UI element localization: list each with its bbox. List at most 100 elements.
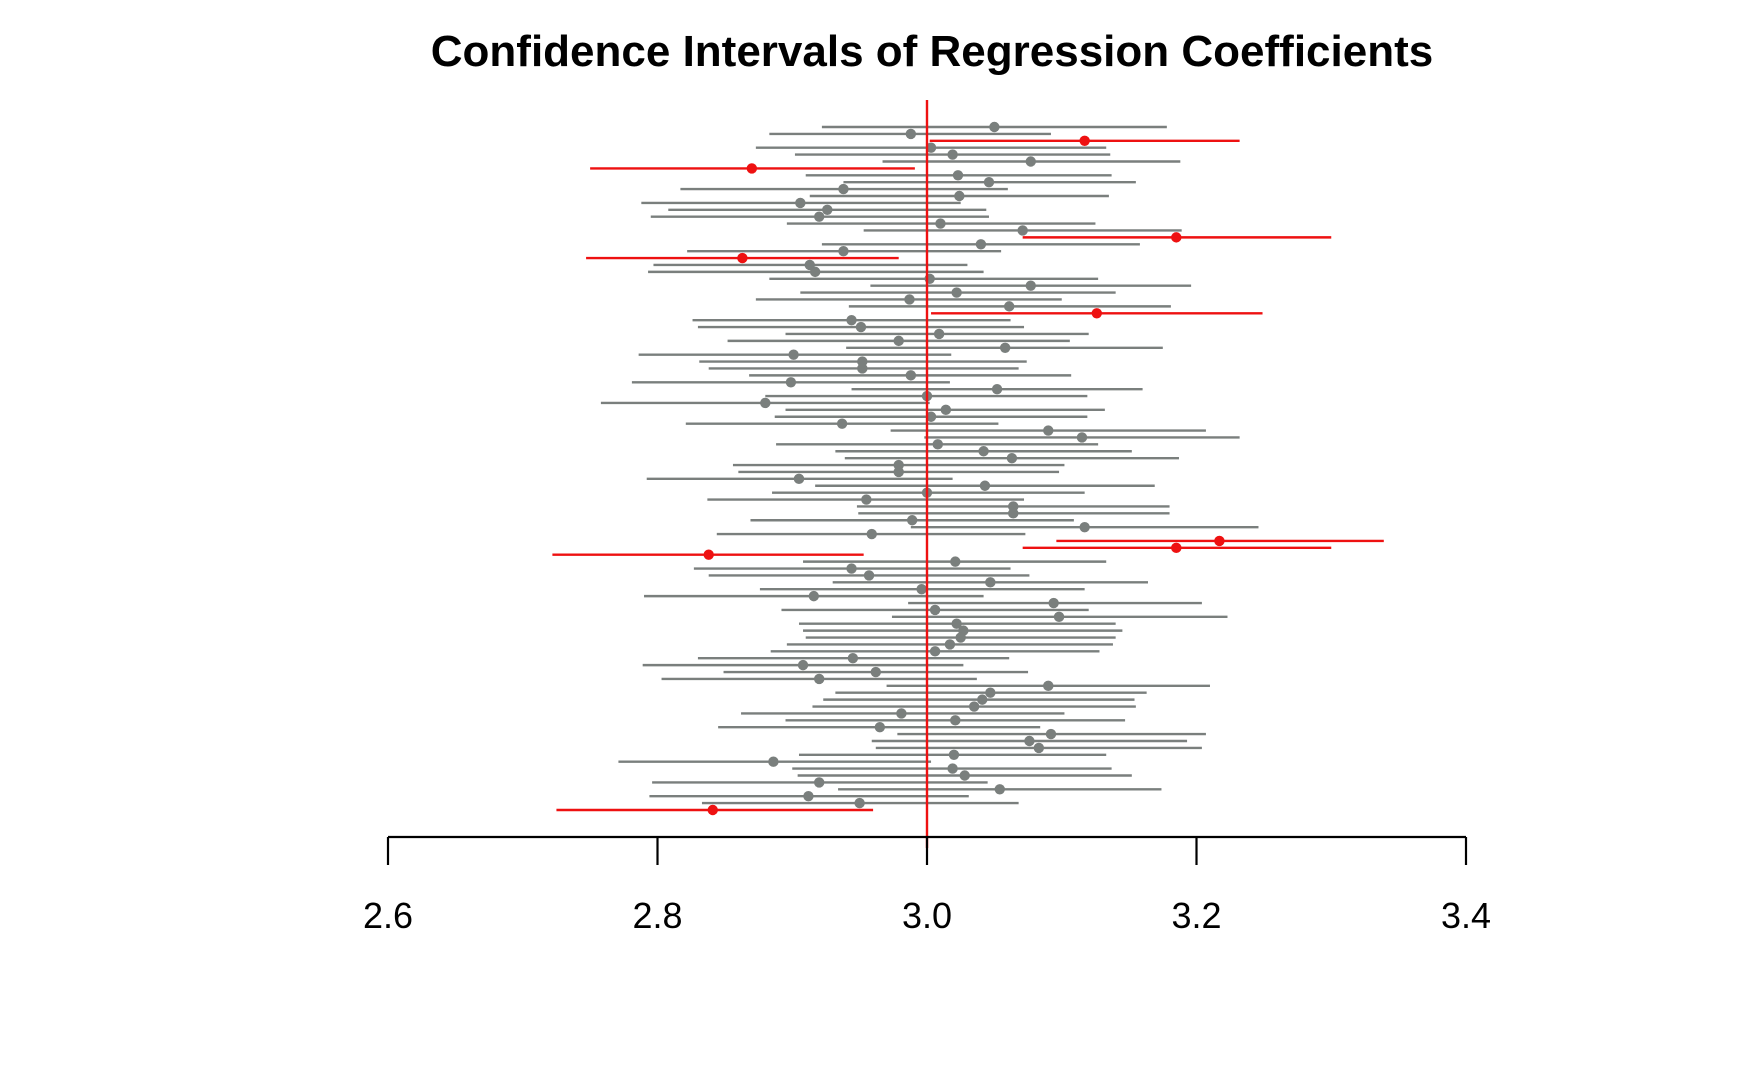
interval-97 xyxy=(838,784,1162,795)
point-estimate xyxy=(768,756,779,767)
x-tick-label: 3.2 xyxy=(1171,895,1221,936)
interval-3 xyxy=(929,135,1240,146)
x-axis: 2.6 2.8 3.0 3.2 3.4 xyxy=(363,835,1491,936)
point-estimate xyxy=(838,183,849,195)
point-estimate xyxy=(809,266,821,278)
point-estimate xyxy=(1033,742,1045,754)
interval-88 xyxy=(718,722,1041,733)
point-estimate xyxy=(947,763,958,774)
point-estimate xyxy=(999,342,1011,353)
point-estimate xyxy=(797,659,809,671)
interval-43 xyxy=(774,411,1088,422)
point-estimate xyxy=(1091,308,1102,319)
point-estimate xyxy=(846,563,857,574)
interval-71 xyxy=(781,604,1089,616)
interval-99 xyxy=(701,797,1019,809)
interval-94 xyxy=(792,763,1112,774)
point-estimate xyxy=(814,777,825,788)
point-estimate xyxy=(793,473,805,485)
point-estimate xyxy=(925,142,937,153)
interval-54 xyxy=(772,487,1085,498)
interval-28 xyxy=(931,308,1263,319)
interval-55 xyxy=(707,494,1025,505)
interval-5 xyxy=(794,149,1111,160)
interval-69 xyxy=(644,590,984,602)
point-estimate xyxy=(1025,280,1036,291)
point-estimate xyxy=(1003,301,1015,312)
interval-91 xyxy=(875,742,1202,754)
interval-16 xyxy=(863,225,1182,236)
point-estimate xyxy=(746,163,758,174)
point-estimate xyxy=(906,515,918,526)
point-estimate xyxy=(959,770,970,781)
point-estimate xyxy=(1053,611,1065,623)
intervals-group xyxy=(552,121,1384,816)
point-estimate xyxy=(808,590,820,602)
interval-87 xyxy=(785,715,1126,726)
interval-59 xyxy=(910,521,1259,533)
interval-92 xyxy=(798,749,1107,761)
interval-68 xyxy=(759,584,1085,595)
point-estimate xyxy=(760,397,771,409)
point-estimate xyxy=(1079,135,1090,146)
point-estimate xyxy=(1045,728,1057,740)
point-estimate xyxy=(870,666,881,678)
point-estimate xyxy=(847,653,859,664)
interval-70 xyxy=(908,597,1202,609)
point-estimate xyxy=(979,480,991,491)
point-estimate xyxy=(893,466,904,478)
point-estimate xyxy=(1076,432,1088,443)
interval-57 xyxy=(858,508,1170,519)
interval-20 xyxy=(586,252,899,264)
interval-89 xyxy=(897,728,1206,740)
point-estimate xyxy=(951,287,962,298)
point-estimate xyxy=(977,694,988,705)
point-estimate xyxy=(950,556,961,567)
interval-96 xyxy=(652,777,988,788)
interval-51 xyxy=(738,466,1060,478)
point-estimate xyxy=(861,494,872,505)
x-tick-label: 3.4 xyxy=(1441,895,1491,936)
interval-17 xyxy=(1022,232,1332,243)
interval-36 xyxy=(708,363,1019,374)
interval-26 xyxy=(755,294,1062,305)
point-estimate xyxy=(929,604,941,616)
point-estimate xyxy=(950,715,961,726)
point-estimate xyxy=(854,797,865,809)
interval-73 xyxy=(798,618,1116,629)
interval-21 xyxy=(653,259,968,271)
point-estimate xyxy=(1017,225,1028,236)
interval-79 xyxy=(642,659,964,671)
interval-90 xyxy=(871,735,1188,747)
point-estimate xyxy=(1043,425,1054,436)
interval-31 xyxy=(785,328,1089,340)
interval-12 xyxy=(641,197,961,209)
interval-53 xyxy=(815,480,1155,491)
point-estimate xyxy=(703,549,714,560)
point-estimate xyxy=(940,404,952,416)
point-estimate xyxy=(866,528,877,540)
interval-24 xyxy=(870,280,1192,291)
point-estimate xyxy=(978,446,989,457)
interval-83 xyxy=(835,687,1147,698)
interval-66 xyxy=(708,570,1030,581)
interval-7 xyxy=(590,163,915,174)
point-estimate xyxy=(1171,232,1182,243)
point-estimate xyxy=(954,190,965,202)
point-estimate xyxy=(803,791,814,802)
point-estimate xyxy=(785,377,797,388)
point-estimate xyxy=(1043,680,1054,692)
interval-86 xyxy=(741,708,1065,719)
point-estimate xyxy=(846,314,857,326)
point-estimate xyxy=(905,370,917,381)
interval-76 xyxy=(786,639,1113,650)
point-estimate xyxy=(994,784,1005,795)
point-estimate xyxy=(838,245,849,257)
point-estimate xyxy=(855,321,867,333)
interval-49 xyxy=(844,452,1179,464)
interval-30 xyxy=(697,321,1025,333)
point-estimate xyxy=(814,673,825,685)
point-estimate xyxy=(952,170,964,181)
interval-85 xyxy=(812,701,1136,712)
point-estimate xyxy=(985,577,996,588)
